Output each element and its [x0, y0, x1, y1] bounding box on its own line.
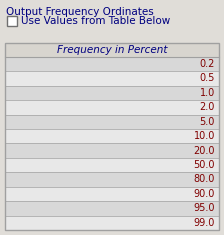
Text: 99.0: 99.0 [194, 218, 215, 228]
Bar [5, 86, 219, 100]
Bar [7, 16, 17, 26]
Bar [5, 215, 219, 230]
Text: 95.0: 95.0 [194, 203, 215, 213]
Bar [5, 100, 219, 115]
Text: 90.0: 90.0 [194, 189, 215, 199]
Bar [5, 201, 219, 215]
Text: Use Values from Table Below: Use Values from Table Below [21, 16, 170, 26]
Bar [5, 43, 219, 230]
Text: 80.0: 80.0 [194, 175, 215, 184]
Text: Frequency in Percent: Frequency in Percent [57, 45, 167, 55]
Bar [5, 115, 219, 129]
Bar [5, 71, 219, 86]
Text: 0.2: 0.2 [200, 59, 215, 69]
Bar [5, 172, 219, 187]
Bar [5, 57, 219, 71]
Text: 2.0: 2.0 [200, 102, 215, 112]
Text: 50.0: 50.0 [194, 160, 215, 170]
Bar [5, 187, 219, 201]
Bar [5, 129, 219, 143]
Text: 0.5: 0.5 [200, 74, 215, 83]
Bar [5, 43, 219, 230]
Text: 20.0: 20.0 [194, 146, 215, 156]
Bar [5, 43, 219, 57]
Text: 1.0: 1.0 [200, 88, 215, 98]
Bar [5, 158, 219, 172]
Text: 10.0: 10.0 [194, 131, 215, 141]
Bar [5, 143, 219, 158]
Text: 5.0: 5.0 [200, 117, 215, 127]
Text: Output Frequency Ordinates: Output Frequency Ordinates [6, 7, 154, 17]
